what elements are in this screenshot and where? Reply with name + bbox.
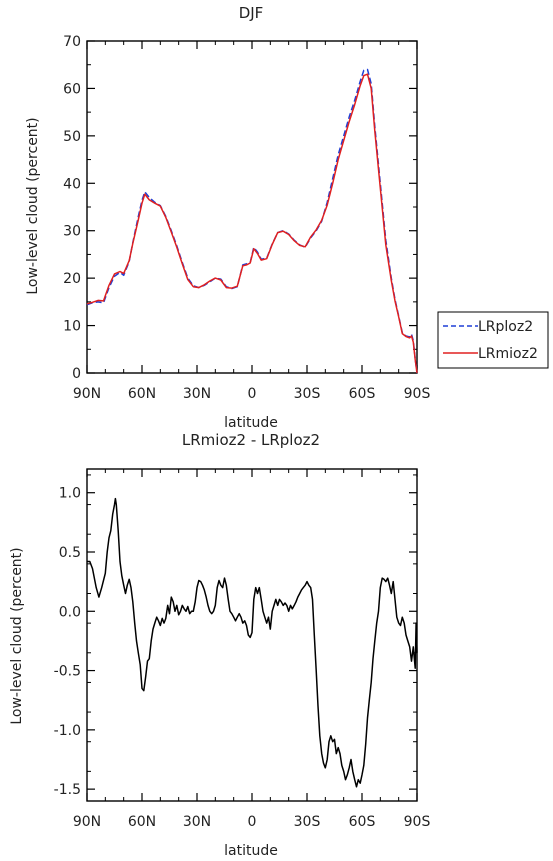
- y-tick-label: -1.5: [54, 782, 81, 798]
- x-tick-label: 30N: [183, 386, 211, 402]
- legend-label-lrmioz2: LRmioz2: [478, 346, 538, 362]
- legend-label-lrploz2: LRploz2: [478, 319, 533, 335]
- y-tick-label: 10: [63, 319, 81, 335]
- x-tick-label: 60S: [349, 386, 376, 402]
- series-line-lrmioz2: [86, 73, 418, 374]
- bottom-panel-difference: LRmioz2 - LRploz2 Low-level cloud (perce…: [9, 431, 430, 859]
- y-tick-label: 60: [63, 81, 81, 97]
- y-tick-label: 0: [72, 366, 81, 382]
- y-tick-label: 70: [63, 34, 81, 50]
- chart-title: DJF: [239, 4, 264, 22]
- y-tick-label: -0.5: [54, 664, 81, 680]
- y-axis-label: Low-level cloud (percent): [9, 547, 25, 724]
- y-tick-label: 40: [63, 176, 81, 192]
- y-axis-label: Low-level cloud (percent): [25, 117, 41, 294]
- x-tick-label: 30S: [294, 814, 321, 830]
- x-tick-label: 60N: [128, 814, 156, 830]
- x-tick-label: 90N: [73, 814, 101, 830]
- legend: LRploz2 LRmioz2: [437, 311, 549, 369]
- x-tick-label: 90S: [404, 814, 431, 830]
- y-tick-label: 20: [63, 271, 81, 287]
- y-tick-label: 50: [63, 129, 81, 145]
- series-line-difference: [87, 497, 418, 788]
- x-tick-label: 30S: [294, 386, 321, 402]
- x-tick-label: 60N: [128, 386, 156, 402]
- top-panel-djf: DJF Low-level cloud (percent) latitude 9…: [25, 4, 430, 431]
- x-axis-label: latitude: [224, 843, 278, 859]
- x-tick-label: 0: [248, 814, 257, 830]
- legend-box: [437, 311, 549, 369]
- y-tick-label: 0.5: [59, 545, 81, 561]
- plot-frame: [86, 40, 418, 374]
- x-tick-label: 60S: [349, 814, 376, 830]
- x-tick-label: 0: [248, 386, 257, 402]
- x-tick-label: 90S: [404, 386, 431, 402]
- y-tick-label: 0.0: [59, 604, 81, 620]
- y-tick-label: 1.0: [59, 486, 81, 502]
- x-tick-label: 30N: [183, 814, 211, 830]
- y-tick-label: 30: [63, 224, 81, 240]
- y-tick-label: -1.0: [54, 723, 81, 739]
- x-axis-label: latitude: [224, 415, 278, 431]
- chart-title: LRmioz2 - LRploz2: [182, 431, 320, 449]
- series-line-lrploz2: [86, 68, 418, 374]
- x-tick-label: 90N: [73, 386, 101, 402]
